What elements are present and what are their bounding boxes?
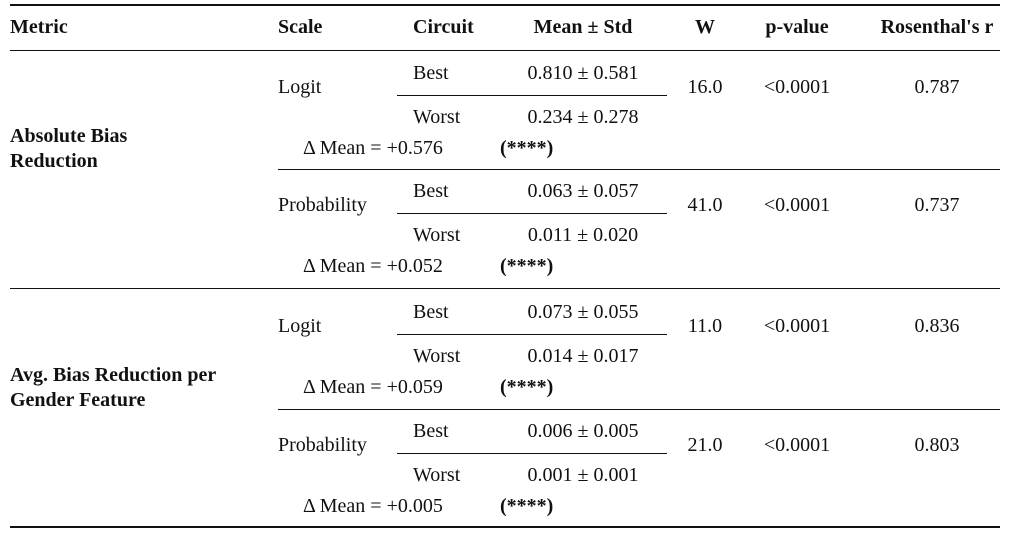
mean-std: 0.006 ± 0.005: [527, 420, 639, 442]
column-header: Circuit: [413, 16, 474, 38]
row-rule: [278, 169, 1000, 170]
row-rule: [397, 334, 667, 335]
w-stat: 21.0: [687, 434, 723, 456]
group-rule: [10, 288, 1000, 289]
column-header: p-value: [765, 16, 829, 38]
row-rule: [397, 95, 667, 96]
metric-label: Gender Feature: [10, 389, 146, 411]
circuit-label: Best: [413, 62, 449, 84]
circuit-label: Worst: [413, 106, 461, 128]
circuit-label: Worst: [413, 224, 461, 246]
effect-size: 0.803: [914, 434, 960, 456]
delta-mean: Δ Mean = +0.576: [303, 137, 443, 159]
column-header: Metric: [10, 16, 68, 38]
mean-std: 0.063 ± 0.057: [527, 180, 639, 202]
circuit-label: Worst: [413, 464, 461, 486]
header-rule: [10, 50, 1000, 51]
delta-mean: Δ Mean = +0.059: [303, 376, 443, 398]
p-value: <0.0001: [763, 434, 831, 456]
row-rule: [397, 213, 667, 214]
scale-label: Probability: [278, 434, 367, 456]
w-stat: 11.0: [687, 315, 723, 337]
mean-std: 0.014 ± 0.017: [527, 345, 639, 367]
effect-size: 0.836: [914, 315, 960, 337]
w-stat: 16.0: [687, 76, 723, 98]
scale-label: Logit: [278, 315, 322, 337]
scale-label: Logit: [278, 76, 322, 98]
significance: (****): [500, 495, 554, 517]
scale-label: Probability: [278, 194, 367, 216]
effect-size: 0.787: [914, 76, 960, 98]
p-value: <0.0001: [763, 315, 831, 337]
delta-mean: Δ Mean = +0.052: [303, 255, 443, 277]
significance: (****): [500, 255, 554, 277]
column-header: W: [695, 16, 715, 38]
metric-label: Absolute Bias: [10, 125, 128, 147]
row-rule: [397, 453, 667, 454]
p-value: <0.0001: [763, 76, 831, 98]
effect-size: 0.737: [914, 194, 960, 216]
mean-std: 0.073 ± 0.055: [527, 301, 639, 323]
row-rule: [278, 409, 1000, 410]
metric-label: Avg. Bias Reduction per: [10, 364, 217, 386]
column-header: Mean ± Std: [533, 16, 633, 38]
delta-mean: Δ Mean = +0.005: [303, 495, 443, 517]
mean-std: 0.011 ± 0.020: [527, 224, 639, 246]
mean-std: 0.001 ± 0.001: [527, 464, 639, 486]
p-value: <0.0001: [763, 194, 831, 216]
metric-label: Reduction: [10, 150, 98, 172]
mean-std: 0.810 ± 0.581: [527, 62, 639, 84]
mean-std: 0.234 ± 0.278: [527, 106, 639, 128]
column-header: Scale: [278, 16, 323, 38]
top-rule: [10, 4, 1000, 6]
w-stat: 41.0: [687, 194, 723, 216]
circuit-label: Worst: [413, 345, 461, 367]
significance: (****): [500, 376, 554, 398]
circuit-label: Best: [413, 180, 449, 202]
circuit-label: Best: [413, 420, 449, 442]
column-header: Rosenthal's r: [880, 16, 994, 38]
circuit-label: Best: [413, 301, 449, 323]
significance: (****): [500, 137, 554, 159]
bottom-rule: [10, 526, 1000, 528]
